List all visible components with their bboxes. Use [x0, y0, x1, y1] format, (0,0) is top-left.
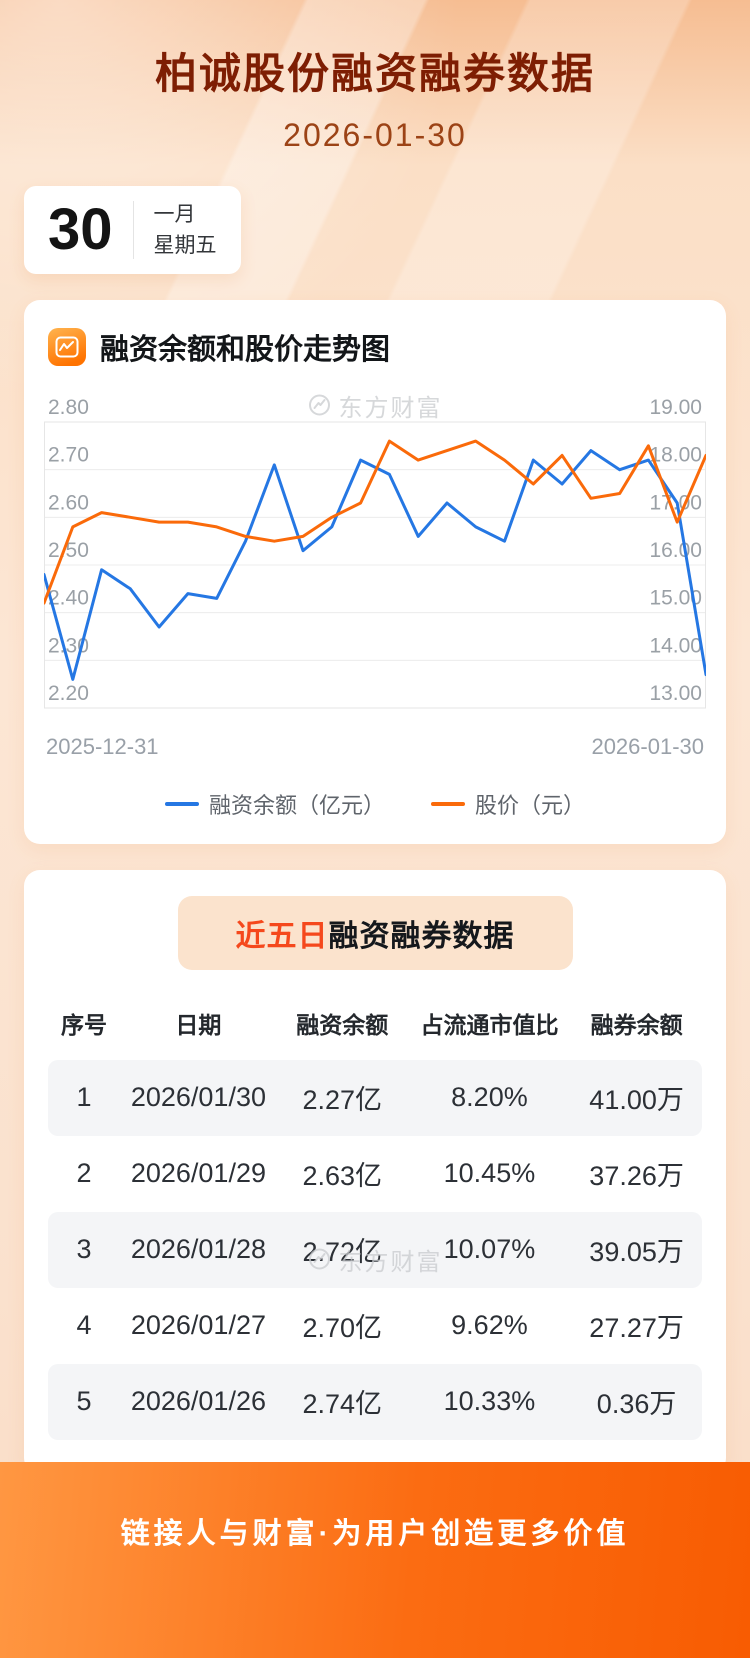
table-cell: 5: [76, 1386, 92, 1417]
table-cell: 2026/01/30: [130, 1082, 266, 1113]
table-cell: 39.05万: [589, 1237, 684, 1268]
trend-chart-card: 融资余额和股价走势图 东方财富 2.80 19.00 2.70 18.00 2.60 17…: [24, 299, 726, 844]
chart-section-title: 融资余额和股价走势图: [100, 333, 391, 366]
svg-text:2.60: 2.60: [48, 491, 89, 514]
legend-label: 股价（元）: [475, 792, 586, 818]
x-axis-end-label: 2026-01-30: [591, 733, 704, 759]
table-title-rest: 融资融券数据: [328, 919, 515, 953]
column-header-market-cap-ratio: 占流通市值比: [420, 1011, 559, 1038]
table-title: 近五日融资融券数据: [177, 895, 573, 970]
page-title: 柏诚股份融资融券数据: [154, 50, 595, 97]
chart-x-axis: 2025-12-31 2026-01-30: [44, 734, 706, 760]
svg-text:14.00: 14.00: [649, 634, 702, 657]
trend-chart-svg: 2.80 19.002.70 18.002.60 17.002.50 16.002.40…: [44, 396, 706, 709]
column-header-index: 序号: [60, 1011, 107, 1038]
table-cell: 10.33%: [443, 1386, 536, 1417]
date-card: 30 一月 星期五: [24, 186, 241, 274]
table-cell: 8.20%: [451, 1082, 528, 1113]
table-cell: 2: [76, 1158, 92, 1189]
five-day-table: 序号 日期 融资余额 占流通市值比 融券余额 1 2026/01/30 2.27亿 8…: [48, 990, 702, 1440]
table-cell: 2026/01/29: [130, 1158, 266, 1189]
table-row: 5 2026/01/26 2.74亿 10.33% 0.36万: [48, 1363, 702, 1440]
legend-swatch-blue: [164, 801, 199, 806]
column-header-financing-balance: 融资余额: [296, 1011, 389, 1038]
column-header-securities-balance: 融券余额: [590, 1011, 683, 1038]
svg-text:19.00: 19.00: [649, 396, 702, 419]
date-card-day: 30: [48, 197, 113, 262]
svg-text:2.50: 2.50: [48, 539, 89, 562]
trend-chart-icon: [48, 327, 86, 366]
svg-text:15.00: 15.00: [649, 586, 702, 609]
table-cell: 2.72亿: [302, 1237, 383, 1268]
svg-text:18.00: 18.00: [649, 443, 702, 466]
footer-banner: 链接人与财富·为用户创造更多价值: [0, 1462, 750, 1658]
table-cell: 10.45%: [443, 1158, 536, 1189]
svg-text:2.20: 2.20: [48, 682, 89, 705]
table-cell: 41.00万: [589, 1085, 684, 1116]
legend-item-financing-balance[interactable]: 融资余额（亿元）: [164, 788, 385, 820]
footer-slogan: 链接人与财富·为用户创造更多价值: [120, 1518, 630, 1550]
table-cell: 2.74亿: [302, 1389, 383, 1420]
table-cell: 3: [76, 1234, 92, 1265]
five-day-table-card: 近五日融资融券数据 序号 日期 融资余额 占流通市值比 融券余额 1 2026/0…: [24, 869, 726, 1474]
table-row: 3 2026/01/28 2.72亿 10.07% 39.05万: [48, 1211, 702, 1288]
table-cell: 0.36万: [596, 1389, 677, 1420]
table-cell: 4: [76, 1310, 92, 1341]
table-cell: 2.27亿: [302, 1085, 383, 1116]
svg-text:2.40: 2.40: [48, 586, 89, 609]
table-cell: 9.62%: [451, 1310, 528, 1341]
date-card-month: 一月: [153, 202, 196, 226]
table-title-highlight: 近五日: [235, 919, 329, 953]
table-header-row: 序号 日期 融资余额 占流通市值比 融券余额: [48, 990, 702, 1060]
column-header-date: 日期: [175, 1011, 222, 1038]
table-cell: 2026/01/27: [130, 1310, 266, 1341]
chart-section-header: 融资余额和股价走势图: [44, 326, 706, 368]
table-cell: 2.63亿: [302, 1161, 383, 1192]
table-cell: 2026/01/28: [130, 1234, 266, 1265]
date-card-weekday: 星期五: [153, 233, 217, 257]
svg-text:16.00: 16.00: [649, 539, 702, 562]
table-row: 1 2026/01/30 2.27亿 8.20% 41.00万: [48, 1059, 702, 1136]
date-card-divider: [132, 200, 134, 259]
table-cell: 2.70亿: [302, 1313, 383, 1344]
table-cell: 10.07%: [443, 1234, 536, 1265]
table-body: 1 2026/01/30 2.27亿 8.20% 41.00万 2 2026/01/29 2.…: [48, 1059, 702, 1440]
chart-legend: 融资余额（亿元） 股价（元）: [44, 788, 706, 820]
svg-text:2.70: 2.70: [48, 443, 89, 466]
legend-label: 融资余额（亿元）: [208, 792, 385, 818]
table-cell: 27.27万: [589, 1313, 684, 1344]
table-cell: 37.26万: [589, 1161, 684, 1192]
svg-text:13.00: 13.00: [649, 682, 702, 705]
legend-swatch-orange: [431, 801, 465, 806]
svg-text:2.80: 2.80: [48, 396, 89, 419]
table-cell: 1: [76, 1082, 92, 1113]
table-row: 2 2026/01/29 2.63亿 10.45% 37.26万: [48, 1136, 702, 1212]
legend-item-stock-price[interactable]: 股价（元）: [431, 788, 585, 820]
table-cell: 2026/01/26: [130, 1386, 266, 1417]
table-row: 4 2026/01/27 2.70亿 9.62% 27.27万: [48, 1288, 702, 1364]
x-axis-start-label: 2025-12-31: [46, 733, 159, 759]
page-date: 2026-01-30: [283, 117, 467, 153]
